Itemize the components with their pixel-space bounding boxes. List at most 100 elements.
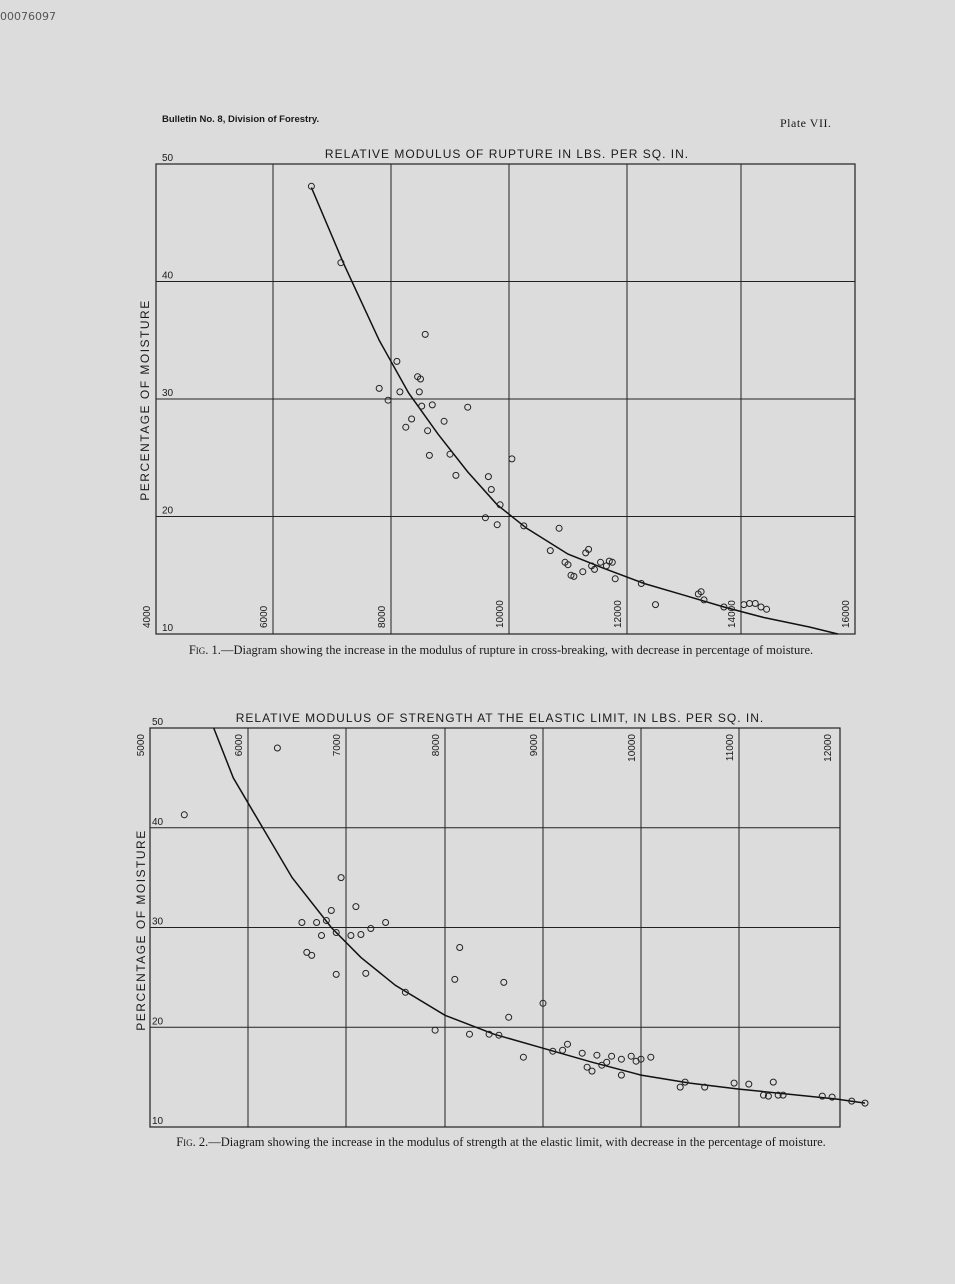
fig1-y-tick-label: 30	[162, 388, 174, 399]
fig1-data-point	[424, 427, 432, 435]
fig1-data-point	[763, 605, 771, 613]
fig1-data-point	[396, 388, 404, 396]
fig1-data-point	[428, 401, 436, 409]
fig1-data-point	[555, 524, 563, 532]
fig2-data-point	[745, 1080, 753, 1088]
fig1-data-point	[508, 455, 516, 463]
fig2-data-point	[730, 1079, 738, 1087]
fig1-data-point	[493, 521, 501, 529]
fig2-data-point	[332, 970, 340, 978]
fig1-data-point	[700, 596, 708, 604]
fig2-data-point	[327, 907, 335, 914]
fig2-data-point	[818, 1092, 826, 1100]
fig2-data-point	[760, 1091, 767, 1099]
fig1-x-tick-label: 6000	[259, 605, 270, 628]
fig1-x-tick-label: 16000	[841, 600, 852, 628]
fig1-label: Fig. 1.	[188, 643, 221, 657]
fig1-data-point	[496, 501, 504, 509]
fig2-y-tick-label: 20	[152, 1016, 164, 1027]
fig1-data-point	[421, 330, 429, 338]
fig2-data-point	[598, 1061, 606, 1069]
fig1-data-point	[440, 417, 448, 425]
fig2-data-point	[764, 1092, 772, 1100]
fig1-data-point	[417, 375, 424, 383]
fig2-data-point	[647, 1053, 655, 1061]
fig1-data-point	[452, 471, 460, 479]
fig2-data-point	[318, 932, 325, 939]
fig1-data-point	[375, 384, 383, 392]
fig1-data-point	[337, 259, 345, 267]
fig1-chart-title: RELATIVE MODULUS OF RUPTURE IN LBS. PER …	[325, 147, 689, 161]
fig1-data-point	[384, 396, 392, 404]
fig2-y-tick-label: 50	[152, 717, 164, 728]
fig1-data-point	[520, 522, 528, 530]
fig2-data-point	[779, 1091, 787, 1099]
plate-label: Plate VII.	[780, 116, 832, 130]
fig2-data-point	[539, 999, 547, 1007]
fig2-x-tick-label: 6000	[234, 734, 245, 757]
fig1-caption: Fig. 1.—Diagram showing the increase in …	[140, 642, 862, 658]
fig1-x-tick-label: 14000	[727, 600, 738, 628]
fig1-data-point	[751, 600, 759, 607]
fig2-data-point	[769, 1078, 777, 1086]
fig2-x-tick-label: 5000	[136, 734, 147, 757]
fig2-x-tick-label: 12000	[823, 734, 834, 762]
fig2-data-point	[861, 1099, 869, 1107]
fig2-data-point	[485, 1030, 493, 1038]
fig2-data-point	[401, 988, 409, 996]
fig2-data-point	[500, 978, 508, 986]
fig2-data-point	[362, 969, 370, 977]
fig2-data-point	[848, 1097, 856, 1105]
fig1-data-point	[579, 568, 587, 576]
fig2-data-point	[637, 1055, 645, 1063]
fig1-x-tick-label: 10000	[495, 600, 506, 628]
fig2-data-point	[617, 1071, 625, 1079]
fig2-data-point	[451, 975, 459, 983]
fig1-data-point	[720, 603, 728, 611]
fig2-data-point	[578, 1049, 586, 1057]
fig1-data-point	[418, 402, 426, 410]
fig1-data-point	[637, 580, 645, 587]
fig2-data-point	[519, 1053, 527, 1061]
fig1-data-point	[585, 545, 593, 553]
fig2-data-point	[382, 919, 390, 926]
fig1-data-point	[546, 547, 554, 555]
fig1-data-point	[611, 575, 619, 583]
fig2-data-point	[313, 919, 321, 926]
fig1-data-point	[564, 561, 572, 569]
fig2-y-axis-label: PERCENTAGE OF MOISTURE	[134, 829, 148, 1030]
fig1-data-point	[425, 451, 433, 459]
bulletin-header: Bulletin No. 8, Division of Forestry.	[162, 114, 320, 125]
fig1-plot-area: 10 20 30 40 50 4000 6000 8000 10000 12000 14000 160…	[142, 153, 856, 635]
fig1-x-tick-label: 4000	[142, 605, 153, 628]
fig1-caption-text: —Diagram showing the increase in the mod…	[220, 643, 814, 657]
fig2-data-point	[332, 929, 340, 936]
fig2-caption: Fig. 2.—Diagram showing the increase in …	[140, 1134, 862, 1150]
fig2-label: Fig. 2.	[176, 1135, 209, 1149]
fig2-data-point	[608, 1052, 616, 1060]
fig2-data-point	[180, 811, 188, 819]
fig1-data-point	[487, 486, 495, 493]
fig2-data-point	[303, 948, 311, 956]
fig2-data-point	[322, 917, 330, 924]
fig1-data-point	[697, 588, 705, 596]
fig2-data-point	[456, 944, 464, 951]
fig1-data-point	[393, 357, 401, 365]
fig2-data-point	[559, 1046, 567, 1054]
fig1-y-tick-label: 20	[162, 506, 174, 517]
fig2-data-point	[564, 1040, 571, 1048]
fig1-data-point	[481, 514, 489, 522]
fig1-data-point	[652, 601, 659, 609]
fig2-data-point	[431, 1026, 439, 1034]
fig1-data-point	[307, 182, 315, 190]
fig1-y-axis-label: PERCENTAGE OF MOISTURE	[138, 299, 152, 500]
fig1-data-point	[484, 473, 492, 481]
fig2-y-tick-label: 40	[152, 817, 164, 828]
fig2-data-point	[828, 1093, 836, 1101]
fig1-fit-curve	[310, 187, 839, 635]
fig2-data-point	[617, 1055, 625, 1063]
fig2-data-point	[505, 1013, 513, 1021]
fig2-data-point	[681, 1078, 689, 1086]
fig2-data-point	[337, 874, 345, 882]
